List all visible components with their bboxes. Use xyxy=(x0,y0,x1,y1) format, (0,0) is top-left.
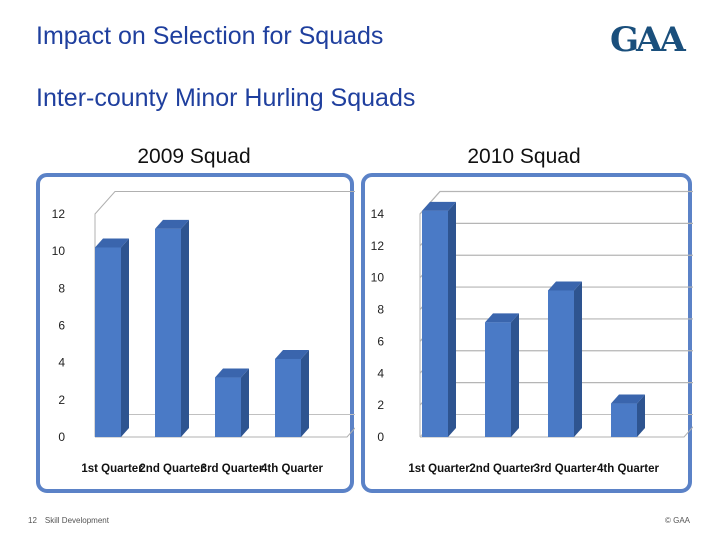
y-tick-label: 6 xyxy=(377,334,384,348)
bar-side xyxy=(448,201,456,437)
y-tick-label: 2 xyxy=(58,393,65,407)
x-category-label: 1st Quarter xyxy=(408,463,470,475)
bar xyxy=(275,358,301,437)
y-tick-label: 0 xyxy=(58,430,65,444)
bar-side xyxy=(511,313,519,437)
y-tick-label: 4 xyxy=(58,356,65,370)
x-category-label: 1st Quarter xyxy=(81,463,143,475)
bar-side xyxy=(181,219,189,437)
bar-top xyxy=(611,394,645,404)
x-category-label: 4th Quarter xyxy=(261,463,324,475)
slide-title: Impact on Selection for Squads xyxy=(36,22,384,50)
bar xyxy=(155,228,181,437)
bar-top xyxy=(422,201,456,211)
footer-text: Skill Development xyxy=(44,516,109,525)
y-tick-label: 2 xyxy=(377,398,384,412)
y-tick-label: 4 xyxy=(377,366,384,380)
x-category-label: 2nd Quarter xyxy=(469,463,535,475)
bar xyxy=(485,322,511,437)
bar-side xyxy=(121,238,129,437)
gaa-logo-text: GAA xyxy=(610,20,686,56)
x-category-label: 3rd Quarter xyxy=(201,463,264,475)
y-tick-label: 0 xyxy=(377,430,384,444)
bar-side xyxy=(241,368,249,437)
chart-2010-title: 2010 Squad xyxy=(467,145,581,168)
x-category-label: 4th Quarter xyxy=(597,463,660,475)
bar-top xyxy=(215,368,249,378)
y-tick-label: 6 xyxy=(58,319,65,333)
gaa-logo: GAA xyxy=(610,20,689,56)
bar-top xyxy=(155,219,189,229)
chart-2010: 0 2 4 6 8 10 12 14 1st Quarter 2nd Quarter 3rd Qua… xyxy=(361,173,693,493)
y-tick-label: 10 xyxy=(52,244,66,258)
bar xyxy=(215,377,241,437)
chart-2009-title: 2009 Squad xyxy=(137,145,251,168)
page-number: 12 xyxy=(28,516,37,525)
bar-side xyxy=(637,394,645,437)
x-category-label: 2nd Quarter xyxy=(139,463,205,475)
footer-left: 12 Skill Development xyxy=(28,516,109,525)
bar-top xyxy=(548,281,582,291)
x-category-label: 3rd Quarter xyxy=(534,463,597,475)
y-tick-label: 8 xyxy=(377,303,384,317)
bar xyxy=(95,247,121,437)
bar-top xyxy=(95,238,129,248)
bar-top xyxy=(485,313,519,323)
slide-subtitle: Inter-county Minor Hurling Squads xyxy=(36,84,416,112)
bar-side xyxy=(301,349,309,437)
y-tick-label: 10 xyxy=(371,271,385,285)
bar xyxy=(422,210,448,437)
y-tick-label: 14 xyxy=(371,207,385,221)
bar-side xyxy=(574,281,582,437)
y-tick-label: 12 xyxy=(371,239,385,253)
y-tick-label: 8 xyxy=(58,281,65,295)
bar xyxy=(611,403,637,437)
chart-frame xyxy=(361,173,692,493)
footer-copyright: © GAA xyxy=(664,516,690,525)
bar xyxy=(548,290,574,437)
chart-frame xyxy=(36,173,354,493)
bar-top xyxy=(275,349,309,359)
y-tick-label: 12 xyxy=(52,207,66,221)
